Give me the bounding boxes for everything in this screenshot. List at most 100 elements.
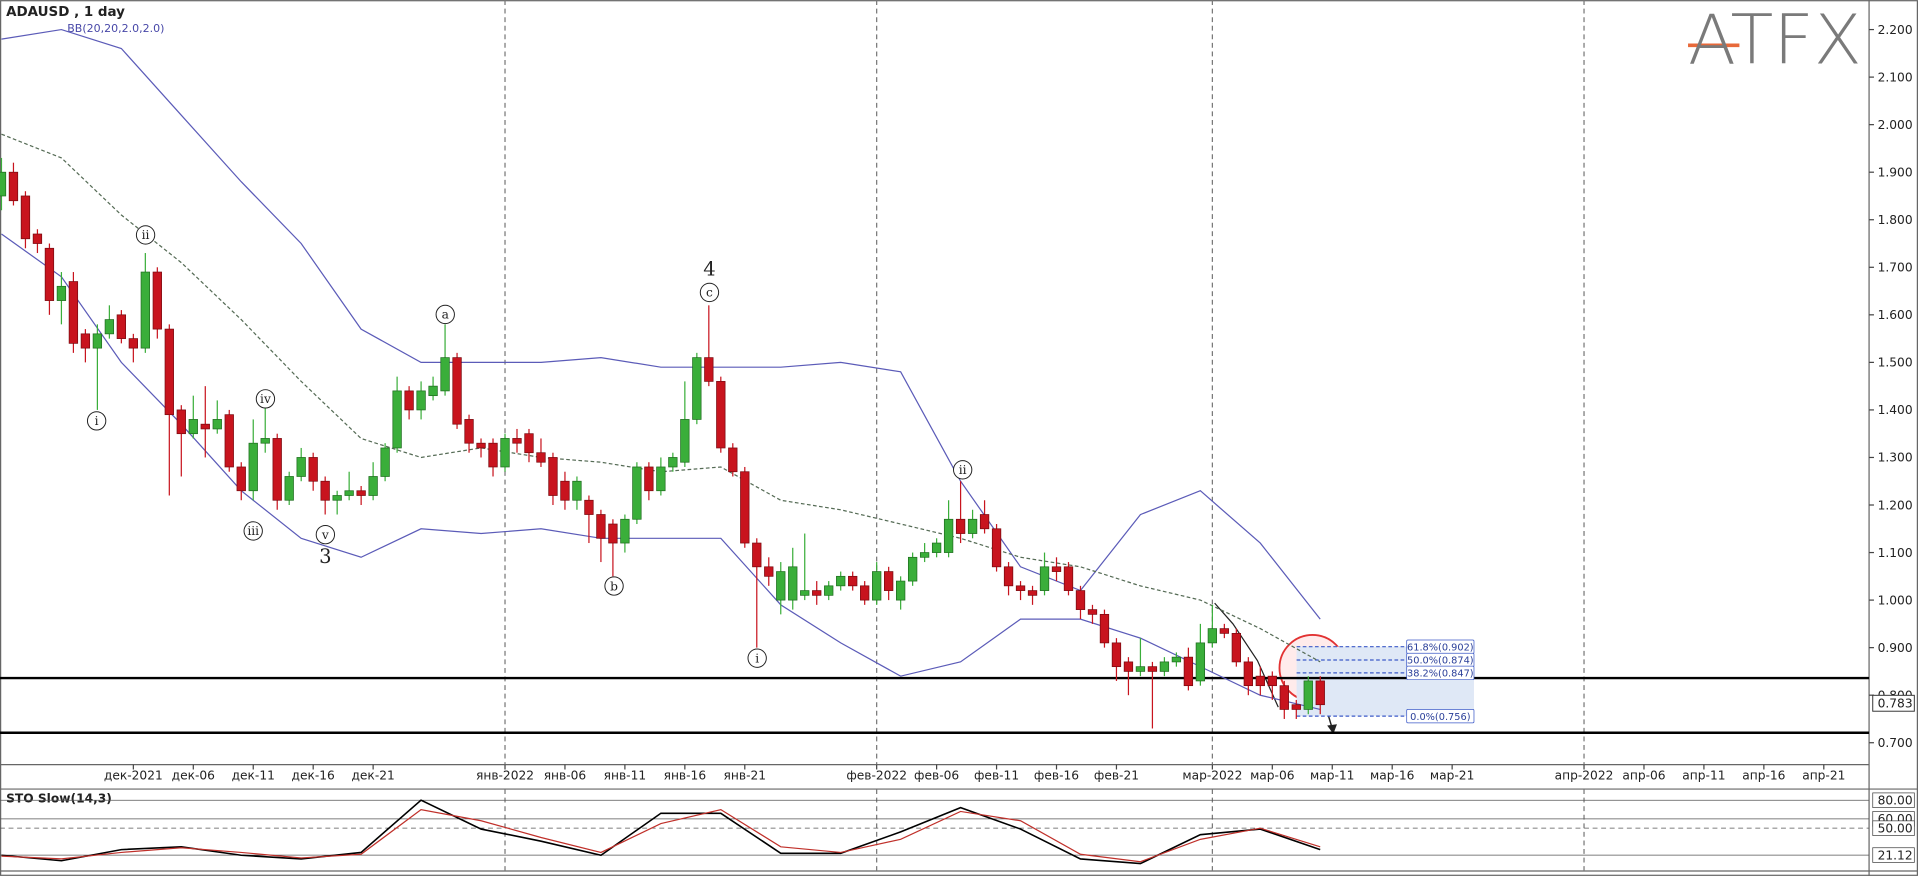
- x-tick-label: апр-11: [1682, 768, 1725, 782]
- candle-body: [1279, 685, 1289, 710]
- wave-circle: [435, 304, 455, 325]
- candle-body: [931, 542, 942, 553]
- candle-body: [140, 271, 150, 349]
- fib-label: 38.2%(0.847): [1407, 669, 1474, 680]
- candle-body: [272, 438, 282, 501]
- y-tick-label: 1.600: [1878, 308, 1913, 322]
- wave-circle: [747, 648, 767, 668]
- candle-body: [200, 423, 210, 430]
- candle-body: [128, 338, 138, 349]
- y-tick-label: 1.300: [1878, 451, 1913, 465]
- candle-body: [56, 285, 67, 301]
- osc-line: [1, 808, 1321, 863]
- candle-body: [248, 442, 258, 492]
- candle-body: [896, 580, 906, 601]
- candle-body: [44, 247, 55, 301]
- candle-body: [668, 457, 678, 468]
- x-tick-label: янв-06: [544, 768, 587, 782]
- wave-label: 3: [319, 545, 331, 568]
- indicator-label: BB(20,20,2.0,2.0): [67, 22, 164, 35]
- logo: ATFX: [1688, 1, 1862, 81]
- candle-body: [644, 466, 654, 492]
- fib-label-box: [1406, 709, 1475, 724]
- candle-body: [224, 414, 234, 468]
- candle-body: [764, 566, 774, 577]
- wave-label: ii: [142, 228, 150, 242]
- y-tick-label: 0.700: [1878, 736, 1913, 750]
- x-tick-label: фев-21: [1094, 768, 1139, 782]
- x-tick-label: фев-06: [914, 768, 959, 782]
- candle-body: [1039, 566, 1050, 591]
- x-tick-label: апр-21: [1802, 768, 1845, 782]
- candle-body: [164, 328, 174, 416]
- candle-body: [955, 518, 966, 534]
- candle-body: [1123, 661, 1134, 672]
- fib-label: 61.8%(0.902): [1407, 642, 1474, 653]
- bollinger-upper: [1, 28, 1321, 620]
- candle-body: [572, 480, 582, 501]
- osc-tick-box: [1872, 820, 1915, 836]
- last-price-box: [1872, 694, 1915, 712]
- candle-body: [1147, 666, 1158, 672]
- x-tick-label: мар-21: [1430, 768, 1474, 782]
- candle-body: [991, 528, 1002, 568]
- candle-body: [836, 575, 846, 587]
- candle-body: [1015, 585, 1026, 591]
- x-tick-label: апр-16: [1742, 768, 1785, 782]
- candle-body: [596, 514, 606, 539]
- wave-label: c: [706, 286, 713, 300]
- candle-body: [1003, 566, 1014, 587]
- candle-body: [236, 466, 246, 492]
- candle-body: [1087, 609, 1098, 615]
- candle-body: [776, 571, 786, 601]
- candle-body: [392, 390, 402, 449]
- x-tick-label: дек-2021: [104, 768, 163, 782]
- candle-body: [440, 357, 450, 392]
- y-tick-label: 1.200: [1878, 498, 1913, 512]
- candle-body: [1243, 661, 1253, 687]
- candle-body: [1267, 675, 1277, 687]
- candle-body: [284, 476, 294, 501]
- wave-circle: [699, 282, 720, 303]
- bollinger-middle: [1, 133, 1321, 663]
- candle-body: [476, 442, 486, 449]
- osc-tick-label: 50.00: [1878, 821, 1913, 835]
- x-tick-label: янв-16: [664, 768, 707, 782]
- candle-body: [296, 457, 306, 477]
- candle-body: [1183, 656, 1194, 687]
- wave-label: v: [321, 528, 329, 542]
- candle-body: [548, 457, 558, 496]
- x-tick-label: янв-11: [604, 768, 647, 782]
- wave-label: a: [442, 308, 449, 322]
- candle-body: [1291, 704, 1301, 710]
- candle-body: [332, 495, 342, 501]
- candle-body: [979, 514, 990, 530]
- candle-body: [680, 419, 690, 463]
- candle-body: [116, 314, 127, 339]
- candle-body: [584, 499, 594, 515]
- candle-body: [943, 518, 954, 553]
- y-tick-label: 1.000: [1878, 593, 1913, 607]
- wave-label: i: [755, 651, 759, 665]
- candle-body: [68, 281, 79, 344]
- y-tick-label: 0.900: [1878, 641, 1913, 655]
- osc-tick-box: [1872, 847, 1915, 863]
- candle-body: [656, 466, 666, 492]
- candle-body: [1051, 566, 1062, 572]
- x-tick-label: фев-11: [974, 768, 1019, 782]
- candle-body: [260, 438, 270, 444]
- candle-body: [452, 357, 462, 425]
- candle-body: [740, 471, 750, 544]
- candle-body: [428, 385, 438, 397]
- candle-body: [560, 480, 570, 501]
- candle-body: [1075, 590, 1086, 610]
- candle-body: [464, 419, 474, 444]
- candle-body: [812, 590, 822, 596]
- wave-label: b: [610, 579, 618, 593]
- x-tick-label: мар-06: [1250, 768, 1294, 782]
- x-tick-label: мар-11: [1310, 768, 1354, 782]
- x-tick-label: дек-16: [292, 768, 335, 782]
- wave-circle: [315, 524, 336, 545]
- candle-body: [1099, 613, 1110, 644]
- wave-circle: [604, 576, 624, 596]
